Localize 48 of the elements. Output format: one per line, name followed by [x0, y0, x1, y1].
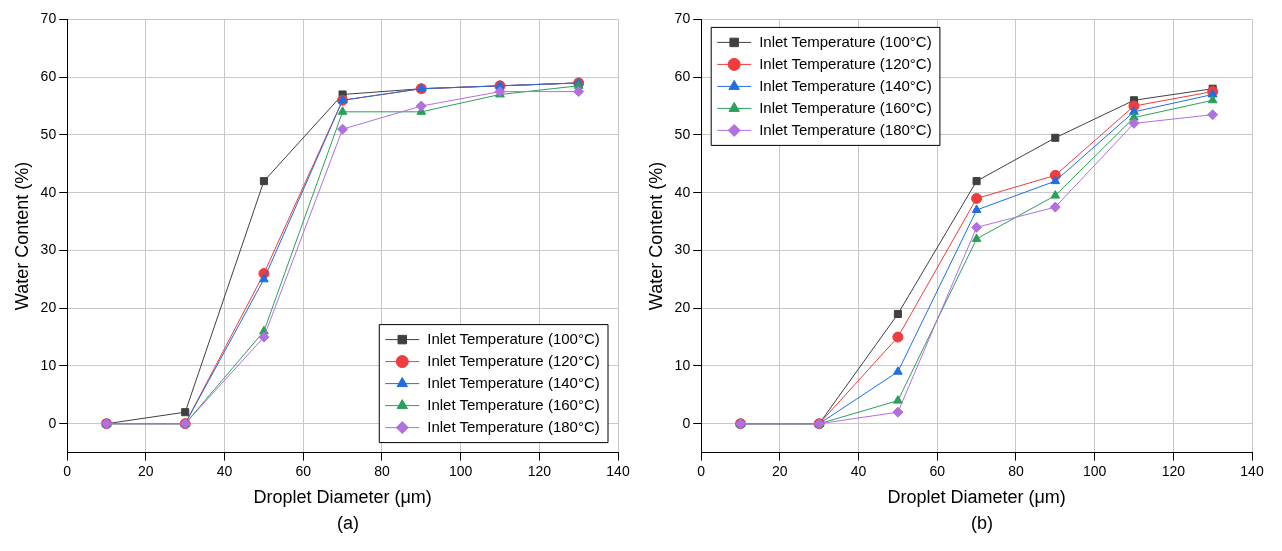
y-tick-label: 50	[40, 125, 57, 142]
x-tick-label: 80	[1008, 462, 1024, 479]
legend-label: Inlet Temperature (100°C)	[427, 329, 600, 347]
y-tick-label: 70	[40, 10, 57, 27]
x-tick-label: 40	[850, 462, 867, 479]
x-axis-title: Droplet Diameter (μm)	[253, 487, 432, 508]
legend-label: Inlet Temperature (100°C)	[759, 32, 932, 50]
x-axis-title: Droplet Diameter (μm)	[887, 487, 1066, 508]
x-tick-label: 140	[606, 462, 630, 479]
text: (a)	[336, 513, 360, 534]
y-axis-title: Water Content (%)	[11, 161, 32, 311]
y-axis-title: Water Content (%)	[645, 161, 666, 311]
y-tick-label: 50	[674, 125, 691, 142]
x-tick-label: 100	[1082, 462, 1107, 479]
legend-label: Inlet Temperature (180°C)	[759, 120, 932, 138]
y-tick-label: 0	[682, 414, 691, 431]
y-tick-label: 70	[674, 10, 691, 27]
x-tick-label: 60	[295, 462, 312, 479]
legend-label: Inlet Temperature (180°C)	[427, 417, 600, 435]
text: (b)	[970, 513, 994, 534]
x-tick-label: 20	[772, 462, 788, 479]
x-tick-label: 0	[63, 462, 72, 479]
y-tick-label: 10	[674, 356, 691, 373]
legend-label: Inlet Temperature (160°C)	[427, 395, 600, 413]
legend-label: Inlet Temperature (140°C)	[427, 373, 600, 391]
x-tick-label: 20	[138, 462, 154, 479]
x-tick-label: 100	[448, 462, 473, 479]
y-tick-label: 40	[40, 183, 57, 200]
y-tick-label: 30	[40, 241, 57, 258]
x-tick-label: 60	[929, 462, 946, 479]
legend-label: Inlet Temperature (160°C)	[759, 98, 932, 116]
x-tick-label: 0	[697, 462, 706, 479]
x-tick-label: 120	[1161, 462, 1186, 479]
legend-label: Inlet Temperature (120°C)	[427, 351, 600, 369]
x-tick-label: 80	[374, 462, 390, 479]
legend-label: Inlet Temperature (120°C)	[759, 54, 932, 72]
y-tick-label: 60	[40, 68, 57, 85]
y-tick-label: 20	[40, 299, 57, 316]
x-tick-label: 140	[1240, 462, 1264, 479]
y-tick-label: 30	[674, 241, 691, 258]
x-tick-label: 120	[527, 462, 552, 479]
y-tick-label: 60	[674, 68, 691, 85]
y-tick-label: 20	[674, 299, 691, 316]
legend-label: Inlet Temperature (140°C)	[759, 76, 932, 94]
y-tick-label: 0	[48, 414, 57, 431]
x-tick-label: 40	[216, 462, 233, 479]
y-tick-label: 40	[674, 183, 691, 200]
y-tick-label: 10	[40, 356, 57, 373]
